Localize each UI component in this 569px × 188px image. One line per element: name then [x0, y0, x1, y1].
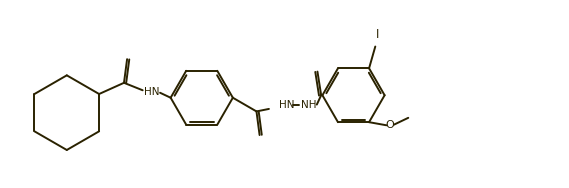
Text: HN: HN [279, 100, 294, 110]
Text: O: O [386, 120, 394, 130]
Text: NH: NH [301, 100, 316, 110]
Text: HN: HN [143, 87, 159, 97]
Text: I: I [376, 28, 380, 41]
